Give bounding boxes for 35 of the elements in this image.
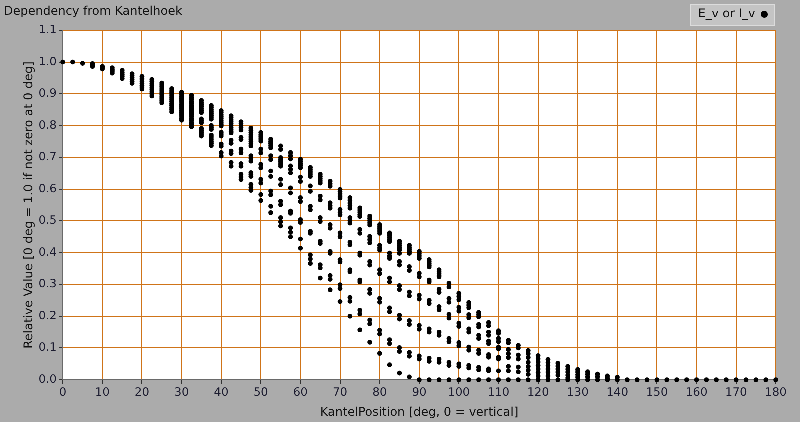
- chart-title: Dependency from Kantelhoek: [4, 3, 182, 19]
- y-tick-label: 0.8: [38, 118, 57, 132]
- x-tick-label: 130: [566, 384, 589, 399]
- y-tick-label: 1.0: [38, 54, 57, 68]
- y-tick-label: 0.4: [38, 244, 57, 259]
- x-tick-label: 100: [448, 384, 470, 399]
- x-tick-label: 60: [293, 384, 308, 399]
- x-tick-label: 90: [412, 384, 427, 399]
- y-tick-label: 1.1: [38, 22, 57, 36]
- x-tick-label: 150: [646, 384, 668, 399]
- y-tick-label: 0.2: [38, 308, 57, 322]
- x-tick-label: 140: [606, 384, 629, 399]
- x-tick-label: 180: [765, 384, 787, 399]
- x-tick-label: 40: [214, 384, 229, 399]
- y-tick-label: 0.1: [38, 340, 57, 354]
- x-tick-label: 30: [174, 384, 190, 399]
- y-tick-label: 0.5: [38, 213, 57, 228]
- x-tick-label: 0: [59, 384, 67, 399]
- y-tick-label: 0.0: [38, 372, 57, 386]
- y-tick-label: 0.3: [38, 276, 57, 291]
- x-tick-label: 170: [725, 384, 748, 399]
- x-tick-label: 160: [686, 384, 708, 399]
- x-tick-label: 50: [254, 384, 268, 399]
- legend-label: E_v or I_v: [698, 6, 756, 21]
- y-tick-label: 0.6: [38, 181, 57, 196]
- y-tick-label: 0.7: [38, 150, 57, 164]
- x-axis-title: KantelPosition [deg, 0 = vertical]: [320, 404, 519, 419]
- x-tick-label: 80: [372, 384, 388, 399]
- x-tick-label: 20: [134, 384, 150, 399]
- x-tick-label: 70: [332, 384, 348, 399]
- x-tick-label: 110: [488, 384, 510, 399]
- x-tick-label: 10: [95, 384, 110, 399]
- x-tick-label: 120: [527, 384, 550, 399]
- y-tick-label: 0.9: [38, 86, 57, 100]
- y-axis-title: Relative Value [0 deg = 1.0 if not zero at 0 deg]: [21, 62, 36, 349]
